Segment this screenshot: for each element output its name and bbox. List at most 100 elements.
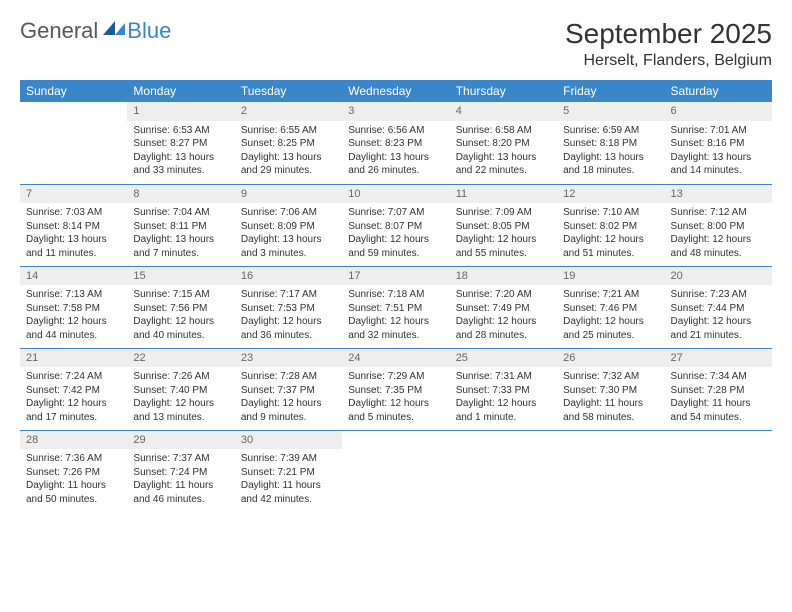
weekday-header-row: SundayMondayTuesdayWednesdayThursdayFrid… (20, 80, 772, 102)
sunrise-text: Sunrise: 6:56 AM (348, 124, 443, 138)
logo-text-blue: Blue (127, 18, 171, 44)
sunrise-text: Sunrise: 6:58 AM (456, 124, 551, 138)
daylight-text: Daylight: 11 hours and 50 minutes. (26, 479, 121, 506)
daylight-text: Daylight: 12 hours and 28 minutes. (456, 315, 551, 342)
sunset-text: Sunset: 8:16 PM (671, 137, 766, 151)
sunrise-text: Sunrise: 7:24 AM (26, 370, 121, 384)
cell-body: Sunrise: 7:32 AMSunset: 7:30 PMDaylight:… (557, 367, 664, 428)
title-block: September 2025 Herselt, Flanders, Belgiu… (565, 18, 772, 70)
daylight-text: Daylight: 12 hours and 9 minutes. (241, 397, 336, 424)
daylight-text: Daylight: 12 hours and 40 minutes. (133, 315, 228, 342)
sunset-text: Sunset: 7:28 PM (671, 384, 766, 398)
daylight-text: Daylight: 13 hours and 11 minutes. (26, 233, 121, 260)
daylight-text: Daylight: 12 hours and 13 minutes. (133, 397, 228, 424)
cell-body: Sunrise: 7:39 AMSunset: 7:21 PMDaylight:… (235, 449, 342, 510)
day-number: 4 (450, 102, 557, 121)
calendar-cell: 15Sunrise: 7:15 AMSunset: 7:56 PMDayligh… (127, 266, 234, 348)
day-number: 20 (665, 267, 772, 286)
cell-body: Sunrise: 7:37 AMSunset: 7:24 PMDaylight:… (127, 449, 234, 510)
day-number: 19 (557, 267, 664, 286)
daylight-text: Daylight: 12 hours and 44 minutes. (26, 315, 121, 342)
location: Herselt, Flanders, Belgium (565, 52, 772, 70)
day-number: 25 (450, 349, 557, 368)
day-number: 13 (665, 185, 772, 204)
cell-body: Sunrise: 7:18 AMSunset: 7:51 PMDaylight:… (342, 285, 449, 346)
calendar-cell: 21Sunrise: 7:24 AMSunset: 7:42 PMDayligh… (20, 348, 127, 430)
day-number: 12 (557, 185, 664, 204)
calendar-cell: 19Sunrise: 7:21 AMSunset: 7:46 PMDayligh… (557, 266, 664, 348)
daylight-text: Daylight: 13 hours and 18 minutes. (563, 151, 658, 178)
sunset-text: Sunset: 8:02 PM (563, 220, 658, 234)
sunrise-text: Sunrise: 7:03 AM (26, 206, 121, 220)
day-number: 1 (127, 102, 234, 121)
cell-body: Sunrise: 7:10 AMSunset: 8:02 PMDaylight:… (557, 203, 664, 264)
cell-body: Sunrise: 7:03 AMSunset: 8:14 PMDaylight:… (20, 203, 127, 264)
day-number: 2 (235, 102, 342, 121)
sunset-text: Sunset: 7:37 PM (241, 384, 336, 398)
sunrise-text: Sunrise: 7:23 AM (671, 288, 766, 302)
calendar-cell: 2Sunrise: 6:55 AMSunset: 8:25 PMDaylight… (235, 102, 342, 184)
cell-body: Sunrise: 7:04 AMSunset: 8:11 PMDaylight:… (127, 203, 234, 264)
daylight-text: Daylight: 13 hours and 33 minutes. (133, 151, 228, 178)
daylight-text: Daylight: 12 hours and 5 minutes. (348, 397, 443, 424)
cell-body: Sunrise: 7:12 AMSunset: 8:00 PMDaylight:… (665, 203, 772, 264)
weekday-header: Tuesday (235, 80, 342, 102)
sunset-text: Sunset: 7:26 PM (26, 466, 121, 480)
calendar-cell: 20Sunrise: 7:23 AMSunset: 7:44 PMDayligh… (665, 266, 772, 348)
daylight-text: Daylight: 11 hours and 54 minutes. (671, 397, 766, 424)
sunset-text: Sunset: 7:56 PM (133, 302, 228, 316)
daylight-text: Daylight: 12 hours and 1 minute. (456, 397, 551, 424)
sunset-text: Sunset: 7:44 PM (671, 302, 766, 316)
calendar-cell (342, 430, 449, 512)
daylight-text: Daylight: 13 hours and 14 minutes. (671, 151, 766, 178)
day-number: 24 (342, 349, 449, 368)
calendar-cell: 17Sunrise: 7:18 AMSunset: 7:51 PMDayligh… (342, 266, 449, 348)
calendar-cell: 18Sunrise: 7:20 AMSunset: 7:49 PMDayligh… (450, 266, 557, 348)
cell-body: Sunrise: 7:07 AMSunset: 8:07 PMDaylight:… (342, 203, 449, 264)
day-number: 14 (20, 267, 127, 286)
sunset-text: Sunset: 8:27 PM (133, 137, 228, 151)
day-number: 18 (450, 267, 557, 286)
daylight-text: Daylight: 11 hours and 58 minutes. (563, 397, 658, 424)
day-number: 22 (127, 349, 234, 368)
calendar-cell: 16Sunrise: 7:17 AMSunset: 7:53 PMDayligh… (235, 266, 342, 348)
sunset-text: Sunset: 8:05 PM (456, 220, 551, 234)
sunset-text: Sunset: 7:58 PM (26, 302, 121, 316)
weekday-header: Thursday (450, 80, 557, 102)
calendar-week-row: 14Sunrise: 7:13 AMSunset: 7:58 PMDayligh… (20, 266, 772, 348)
day-number: 28 (20, 431, 127, 450)
cell-body: Sunrise: 7:23 AMSunset: 7:44 PMDaylight:… (665, 285, 772, 346)
day-number: 9 (235, 185, 342, 204)
daylight-text: Daylight: 11 hours and 42 minutes. (241, 479, 336, 506)
sunrise-text: Sunrise: 7:34 AM (671, 370, 766, 384)
cell-body: Sunrise: 7:26 AMSunset: 7:40 PMDaylight:… (127, 367, 234, 428)
sunrise-text: Sunrise: 7:37 AM (133, 452, 228, 466)
sunrise-text: Sunrise: 7:15 AM (133, 288, 228, 302)
sunset-text: Sunset: 7:49 PM (456, 302, 551, 316)
cell-body: Sunrise: 7:31 AMSunset: 7:33 PMDaylight:… (450, 367, 557, 428)
sunrise-text: Sunrise: 7:01 AM (671, 124, 766, 138)
weekday-header: Sunday (20, 80, 127, 102)
calendar-cell: 24Sunrise: 7:29 AMSunset: 7:35 PMDayligh… (342, 348, 449, 430)
sunset-text: Sunset: 7:21 PM (241, 466, 336, 480)
calendar-week-row: 28Sunrise: 7:36 AMSunset: 7:26 PMDayligh… (20, 430, 772, 512)
daylight-text: Daylight: 13 hours and 7 minutes. (133, 233, 228, 260)
daylight-text: Daylight: 13 hours and 29 minutes. (241, 151, 336, 178)
daylight-text: Daylight: 12 hours and 55 minutes. (456, 233, 551, 260)
calendar-cell: 29Sunrise: 7:37 AMSunset: 7:24 PMDayligh… (127, 430, 234, 512)
day-number: 11 (450, 185, 557, 204)
sunrise-text: Sunrise: 7:36 AM (26, 452, 121, 466)
sunset-text: Sunset: 7:42 PM (26, 384, 121, 398)
sunrise-text: Sunrise: 7:18 AM (348, 288, 443, 302)
header: General Blue September 2025 Herselt, Fla… (20, 18, 772, 70)
cell-body: Sunrise: 7:34 AMSunset: 7:28 PMDaylight:… (665, 367, 772, 428)
cell-body: Sunrise: 6:59 AMSunset: 8:18 PMDaylight:… (557, 121, 664, 182)
calendar-cell (20, 102, 127, 184)
cell-body: Sunrise: 6:55 AMSunset: 8:25 PMDaylight:… (235, 121, 342, 182)
sunrise-text: Sunrise: 7:28 AM (241, 370, 336, 384)
day-number: 30 (235, 431, 342, 450)
calendar-cell (450, 430, 557, 512)
calendar-cell: 11Sunrise: 7:09 AMSunset: 8:05 PMDayligh… (450, 184, 557, 266)
weekday-header: Friday (557, 80, 664, 102)
cell-body: Sunrise: 7:06 AMSunset: 8:09 PMDaylight:… (235, 203, 342, 264)
